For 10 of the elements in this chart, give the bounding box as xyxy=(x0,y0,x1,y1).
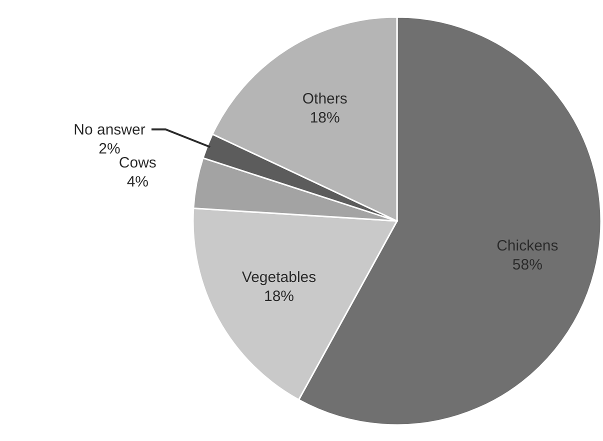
data-label: 58% xyxy=(512,256,542,274)
data-label: 4% xyxy=(126,174,149,191)
data-label: 18% xyxy=(310,109,340,126)
slice-label: Chickens xyxy=(496,237,558,254)
slice-label: Vegetables xyxy=(242,268,316,286)
slice-label: Others xyxy=(302,90,348,108)
data-label: 18% xyxy=(264,288,294,305)
slice-label: No answer xyxy=(74,121,146,138)
data-label: 2% xyxy=(98,140,120,158)
slice-label: Cows xyxy=(118,154,156,172)
